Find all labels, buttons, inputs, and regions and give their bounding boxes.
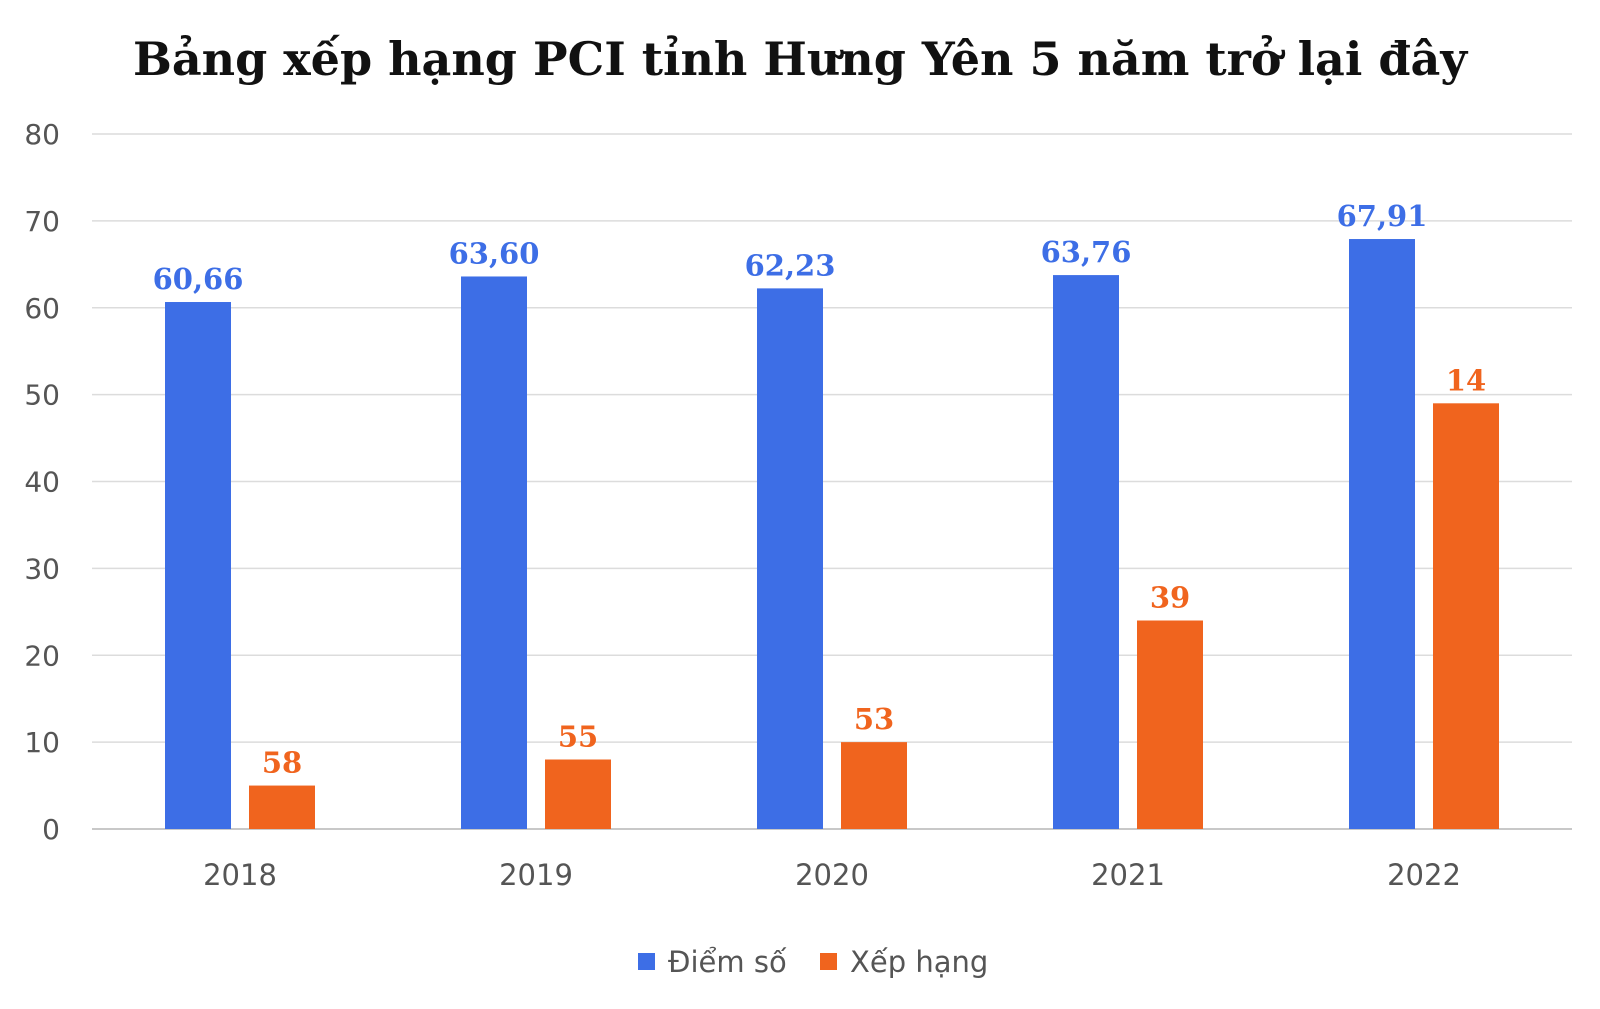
bar-xep-hang-2019 <box>545 759 611 829</box>
gridlines <box>92 133 1572 830</box>
legend-label: Điểm số <box>668 945 787 979</box>
bar-diem-so-2018 <box>165 302 231 829</box>
data-label: 58 <box>262 746 302 780</box>
bar-diem-so-2022 <box>1349 239 1415 830</box>
y-tick-label: 10 <box>24 726 60 759</box>
x-tick-label: 2022 <box>1387 858 1461 892</box>
legend-swatch <box>638 953 655 970</box>
legend: Điểm số Xếp hạng <box>638 945 988 979</box>
y-tick-label: 20 <box>24 639 60 672</box>
legend-swatch <box>820 953 837 970</box>
y-axis-ticks: 0 10 20 30 40 50 60 70 80 <box>24 118 60 846</box>
y-tick-label: 40 <box>24 466 60 499</box>
y-tick-label: 50 <box>24 379 60 412</box>
legend-label: Xếp hạng <box>850 945 988 979</box>
x-tick-label: 2021 <box>1091 858 1165 892</box>
data-label: 53 <box>854 702 894 736</box>
y-tick-label: 80 <box>24 118 60 151</box>
bar-diem-so-2020 <box>757 288 823 830</box>
bar-xep-hang-2018 <box>249 785 315 829</box>
bar-xep-hang-2021 <box>1137 620 1203 829</box>
y-tick-label: 60 <box>24 292 60 325</box>
bar-diem-so-2021 <box>1053 275 1119 830</box>
x-axis-ticks: 2018 2019 2020 2021 2022 <box>203 858 1461 892</box>
data-label: 67,91 <box>1337 199 1428 233</box>
data-labels: 60,66 58 63,60 55 62,23 53 63,76 39 67,91 14 <box>153 199 1487 780</box>
data-label: 63,76 <box>1041 235 1132 269</box>
bar-xep-hang-2022 <box>1433 403 1499 829</box>
y-tick-label: 30 <box>24 552 60 585</box>
data-label: 55 <box>558 720 598 754</box>
y-tick-label: 70 <box>24 205 60 238</box>
data-label: 39 <box>1150 581 1190 615</box>
chart-title: Bảng xếp hạng PCI tỉnh Hưng Yên 5 năm tr… <box>133 32 1468 86</box>
x-tick-label: 2018 <box>203 858 277 892</box>
bar-xep-hang-2020 <box>841 742 907 829</box>
bar-diem-so-2019 <box>461 276 527 830</box>
x-tick-label: 2019 <box>499 858 573 892</box>
y-tick-label: 0 <box>42 813 60 846</box>
data-label: 63,60 <box>449 236 540 270</box>
data-label: 60,66 <box>153 262 244 296</box>
x-tick-label: 2020 <box>795 858 869 892</box>
data-label: 14 <box>1446 363 1486 397</box>
data-label: 62,23 <box>745 248 836 282</box>
bars <box>165 239 1499 830</box>
